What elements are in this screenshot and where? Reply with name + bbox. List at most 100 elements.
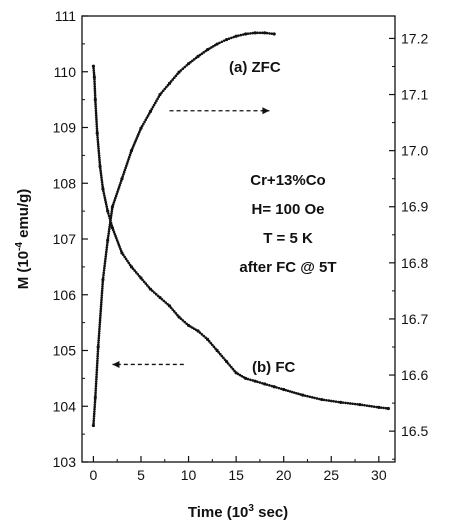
- data-point-interp: [265, 383, 269, 386]
- plot-frame: [81, 15, 396, 463]
- data-point-interp: [181, 67, 185, 71]
- data-point-interp: [185, 64, 188, 67]
- data-point-interp: [103, 262, 107, 265]
- data-point-interp: [99, 171, 103, 175]
- data-point: [139, 276, 143, 280]
- data-point-interp: [122, 173, 125, 176]
- data-point-interp: [98, 318, 102, 322]
- data-point-interp: [137, 133, 140, 136]
- data-point-interp: [365, 404, 369, 407]
- data-point-interp: [142, 280, 146, 284]
- data-point-interp: [104, 198, 107, 202]
- data-point-interp: [315, 397, 319, 400]
- data-point: [244, 376, 248, 380]
- data-point: [148, 287, 153, 291]
- y2-tick-label: 17.1: [401, 87, 428, 103]
- data-point-interp: [97, 149, 101, 153]
- y2-tick-label: 16.9: [401, 199, 428, 215]
- data-point-interp: [92, 73, 96, 77]
- data-point-interp: [208, 47, 211, 50]
- data-point-interp: [161, 89, 165, 93]
- data-point-interp: [94, 380, 98, 383]
- data-point-interp: [156, 97, 159, 101]
- data-point-interp: [270, 384, 274, 388]
- data-point-interp: [105, 205, 109, 208]
- data-point: [320, 397, 324, 402]
- data-point-interp: [127, 261, 131, 265]
- data-point-interp: [275, 386, 278, 389]
- data-point-interp: [96, 354, 99, 358]
- data-point-interp: [290, 390, 294, 394]
- data-point-interp: [131, 267, 135, 271]
- data-point: [129, 265, 134, 269]
- data-point: [339, 400, 343, 404]
- x-tick-label: 30: [371, 467, 387, 483]
- data-point-interp: [92, 71, 96, 75]
- data-point-interp: [94, 107, 98, 110]
- data-point-interp: [183, 65, 187, 69]
- data-point-interp: [100, 296, 103, 299]
- data-point-interp: [141, 278, 144, 282]
- data-point-interp: [104, 252, 108, 256]
- data-point-interp: [94, 105, 97, 108]
- data-point-interp: [97, 343, 100, 347]
- data-point-interp: [136, 273, 140, 276]
- data-point-interp: [93, 407, 96, 411]
- data-point-interp: [103, 259, 107, 263]
- data-point: [95, 131, 99, 135]
- data-point: [301, 393, 305, 397]
- data-point-interp: [92, 419, 96, 423]
- data-point-interp: [348, 402, 352, 405]
- data-point-interp: [100, 294, 104, 297]
- data-point-interp: [115, 237, 118, 240]
- data-point-interp: [94, 100, 97, 104]
- data-point-interp: [108, 221, 112, 224]
- data-point-interp: [169, 306, 173, 310]
- data-point-interp: [93, 78, 96, 81]
- y-tick-label: 103: [53, 454, 77, 470]
- data-point-interp: [174, 312, 178, 315]
- data-point-interp: [222, 39, 226, 42]
- data-point-interp: [114, 196, 117, 200]
- data-point-interp: [344, 401, 347, 405]
- data-point-interp: [101, 276, 105, 279]
- data-point-interp: [95, 373, 98, 376]
- data-point: [92, 75, 96, 79]
- data-point-interp: [231, 367, 235, 371]
- data-point-interp: [95, 120, 98, 124]
- data-point-interp: [112, 230, 116, 234]
- data-point-interp: [93, 400, 97, 404]
- condition-line-3: T = 5 K: [263, 230, 313, 247]
- x-axis: 0 5 10 15 20 25 30: [90, 456, 387, 483]
- series-layer: [91, 31, 390, 428]
- data-point-interp: [379, 406, 383, 409]
- data-point-interp: [97, 329, 101, 333]
- data-point-interp: [239, 33, 243, 37]
- data-point-interp: [251, 379, 255, 382]
- data-point-interp: [96, 134, 99, 137]
- data-point: [106, 209, 110, 213]
- data-point-interp: [102, 273, 105, 277]
- data-point-interp: [119, 247, 122, 251]
- data-point-interp: [100, 289, 104, 293]
- data-point-interp: [123, 168, 127, 172]
- data-point-interp: [372, 405, 376, 408]
- data-point-interp: [93, 89, 97, 93]
- data-point-interp: [332, 400, 335, 403]
- data-point-interp: [202, 51, 206, 54]
- data-point-interp: [110, 212, 113, 215]
- data-point: [263, 31, 267, 35]
- data-point-interp: [99, 303, 103, 306]
- data-point-interp: [115, 239, 119, 242]
- data-point-interp: [230, 36, 233, 40]
- data-point-interp: [94, 111, 98, 115]
- data-point-interp: [202, 334, 206, 338]
- data-point-interp: [102, 191, 106, 195]
- data-point-interp: [96, 140, 100, 144]
- data-point: [98, 164, 102, 169]
- y-tick-label: 108: [53, 175, 77, 191]
- data-point-interp: [368, 404, 371, 408]
- data-point-interp: [99, 314, 102, 317]
- data-point-interp: [94, 391, 97, 395]
- data-point-interp: [142, 122, 145, 126]
